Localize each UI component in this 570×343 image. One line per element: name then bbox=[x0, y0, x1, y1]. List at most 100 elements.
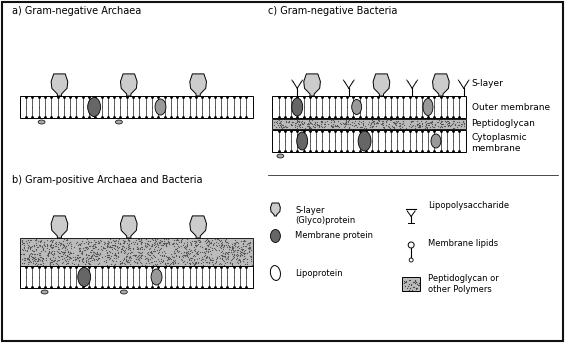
Point bbox=[33, 256, 42, 262]
Point bbox=[18, 240, 27, 245]
Point bbox=[227, 256, 237, 261]
Point bbox=[59, 252, 68, 257]
Point bbox=[368, 119, 377, 125]
Point bbox=[135, 238, 144, 244]
Point bbox=[184, 254, 193, 260]
Point bbox=[216, 242, 225, 248]
Point bbox=[230, 240, 239, 246]
Point bbox=[134, 246, 143, 251]
Point bbox=[234, 257, 243, 262]
Point bbox=[98, 254, 107, 260]
Point bbox=[422, 122, 431, 128]
Point bbox=[430, 124, 439, 130]
Point bbox=[394, 123, 404, 129]
Point bbox=[331, 122, 340, 128]
Point bbox=[181, 245, 190, 250]
Point bbox=[105, 237, 115, 242]
Point bbox=[202, 248, 211, 253]
Point bbox=[191, 260, 200, 265]
Point bbox=[219, 253, 228, 259]
Point bbox=[29, 255, 38, 260]
Point bbox=[295, 121, 304, 126]
Point bbox=[173, 249, 182, 254]
Point bbox=[246, 244, 255, 250]
Point bbox=[119, 247, 128, 252]
Point bbox=[228, 251, 237, 256]
Point bbox=[292, 119, 302, 124]
Point bbox=[373, 117, 382, 123]
Point bbox=[92, 251, 101, 257]
Point bbox=[454, 122, 463, 128]
Point bbox=[316, 123, 325, 129]
Point bbox=[315, 122, 324, 128]
Point bbox=[47, 259, 56, 264]
Point bbox=[81, 240, 90, 245]
Point bbox=[63, 253, 72, 259]
Polygon shape bbox=[433, 74, 449, 96]
Point bbox=[193, 237, 202, 243]
Point bbox=[38, 244, 47, 250]
Point bbox=[204, 238, 213, 243]
Point bbox=[408, 287, 417, 293]
Point bbox=[316, 119, 325, 125]
Point bbox=[142, 241, 152, 247]
Point bbox=[124, 247, 133, 252]
Point bbox=[135, 252, 144, 258]
Point bbox=[160, 240, 169, 246]
Polygon shape bbox=[51, 216, 68, 238]
Text: Peptidoglycan or
other Polymers: Peptidoglycan or other Polymers bbox=[428, 274, 499, 294]
Point bbox=[150, 245, 160, 250]
Point bbox=[229, 255, 238, 261]
Point bbox=[213, 255, 222, 260]
Ellipse shape bbox=[151, 269, 162, 285]
Point bbox=[227, 262, 237, 268]
Text: c) Gram-negative Bacteria: c) Gram-negative Bacteria bbox=[267, 6, 397, 16]
Point bbox=[195, 238, 204, 244]
Point bbox=[95, 240, 104, 246]
Point bbox=[354, 120, 363, 126]
Point bbox=[173, 237, 182, 243]
Point bbox=[217, 240, 226, 246]
Point bbox=[284, 120, 294, 125]
Point bbox=[150, 239, 159, 245]
Point bbox=[103, 251, 112, 256]
Point bbox=[144, 257, 153, 263]
Point bbox=[31, 237, 40, 242]
Point bbox=[128, 252, 137, 257]
Point bbox=[223, 240, 233, 245]
Point bbox=[48, 244, 57, 249]
Point bbox=[60, 258, 70, 263]
Point bbox=[360, 123, 369, 129]
Point bbox=[396, 120, 405, 126]
Point bbox=[200, 250, 209, 256]
Point bbox=[144, 256, 153, 261]
Point bbox=[136, 250, 145, 256]
Point bbox=[238, 250, 247, 256]
Point bbox=[130, 239, 139, 245]
Point bbox=[38, 258, 47, 263]
Point bbox=[232, 252, 241, 258]
Point bbox=[215, 253, 224, 259]
Point bbox=[157, 253, 166, 259]
Point bbox=[116, 249, 125, 255]
Point bbox=[91, 239, 100, 244]
Point bbox=[185, 250, 194, 256]
Point bbox=[105, 256, 115, 261]
Point bbox=[291, 122, 300, 128]
Point bbox=[24, 239, 33, 245]
Point bbox=[31, 257, 40, 262]
Point bbox=[280, 124, 290, 129]
Point bbox=[184, 256, 193, 262]
Point bbox=[291, 120, 300, 125]
Point bbox=[225, 246, 234, 251]
Point bbox=[157, 259, 166, 264]
Point bbox=[48, 240, 57, 245]
Point bbox=[193, 259, 202, 264]
Point bbox=[30, 248, 39, 253]
Point bbox=[273, 118, 282, 123]
Point bbox=[25, 245, 34, 250]
Point bbox=[48, 238, 57, 244]
Point bbox=[180, 259, 189, 264]
Point bbox=[182, 244, 192, 249]
Point bbox=[164, 256, 173, 262]
